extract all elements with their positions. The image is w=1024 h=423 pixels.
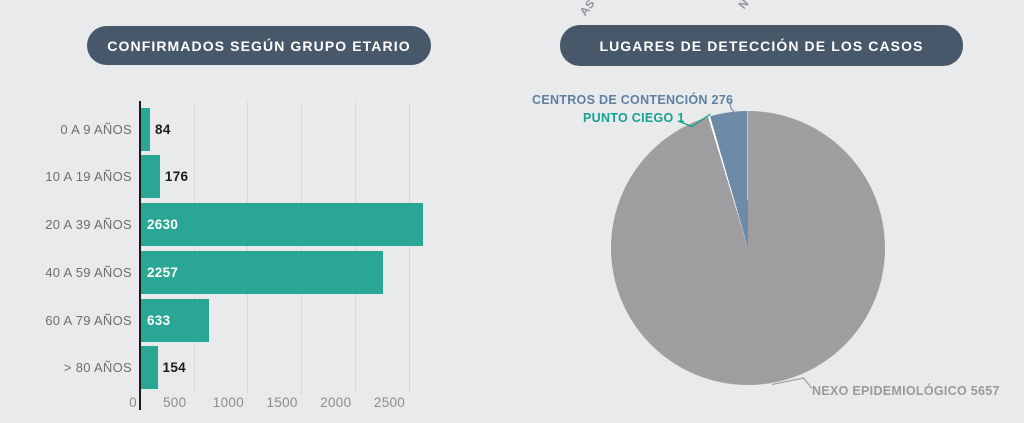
bar-chart-title-pill: CONFIRMADOS SEGÚN GRUPO ETARIO: [87, 26, 431, 65]
pie-slice-label-centros-de-contencion: CENTROS DE CONTENCIÓN 276: [532, 93, 734, 107]
bar-5: [141, 346, 158, 390]
bar-value-label: 633: [147, 312, 171, 328]
x-axis-tick-label: 500: [162, 395, 187, 410]
x-axis-tick-label: 2000: [320, 395, 352, 410]
category-label: 40 A 59 AÑOS: [45, 264, 132, 280]
bar-value-label: 2257: [147, 264, 179, 280]
gridline: [247, 102, 249, 393]
bar-value-label: 84: [155, 121, 171, 137]
cutoff-rotated-label-right: N: [737, 0, 752, 12]
category-label: 20 A 39 AÑOS: [45, 217, 132, 232]
bar-value-label: 2630: [147, 217, 179, 232]
bar-value-label: 154: [162, 360, 186, 376]
gridline: [193, 102, 195, 393]
bar-value-label: 176: [164, 169, 189, 185]
bar-chart-plot-area: 84 176 2630 2257 633 154: [140, 102, 450, 394]
bar-3: [141, 250, 384, 294]
category-label: 60 A 79 AÑOS: [45, 312, 132, 328]
x-axis-tick-label: 2500: [373, 395, 406, 410]
category-label: 10 A 19 AÑOS: [45, 169, 132, 185]
pie-slice-label-punto-ciego: PUNTO CIEGO 1: [583, 111, 685, 125]
bar-chart-category-axis: 0 A 9 AÑOS 10 A 19 AÑOS 20 A 39 AÑOS 40 A 5…: [0, 102, 132, 394]
bar-chart-axis-line: [139, 101, 141, 410]
gridline: [354, 102, 356, 393]
gridline: [408, 102, 410, 393]
pie-slice-label-nexo-epidemiologico: NEXO EPIDEMIOLÓGICO 5657: [812, 384, 1000, 398]
bar-0: [141, 107, 151, 151]
bar-chart-title: CONFIRMADOS SEGÚN GRUPO ETARIO: [107, 37, 411, 54]
bar-1: [141, 155, 160, 199]
cutoff-rotated-label-left: AS: [578, 0, 598, 19]
pie-chart-title-pill: LUGARES DE DETECCIÓN DE LOS CASOS: [560, 25, 963, 66]
gridline: [301, 102, 303, 393]
x-axis-tick-label: 1500: [266, 395, 298, 410]
pie-chart: [611, 111, 885, 385]
x-axis-tick-label: 1000: [212, 395, 245, 410]
category-label: > 80 AÑOS: [63, 360, 132, 376]
category-label: 0 A 9 AÑOS: [60, 121, 132, 137]
x-axis-tick-label: 0: [129, 395, 137, 410]
bar-4: [141, 298, 209, 342]
pie-chart-title: LUGARES DE DETECCIÓN DE LOS CASOS: [599, 37, 924, 54]
bar-2: [141, 203, 424, 246]
